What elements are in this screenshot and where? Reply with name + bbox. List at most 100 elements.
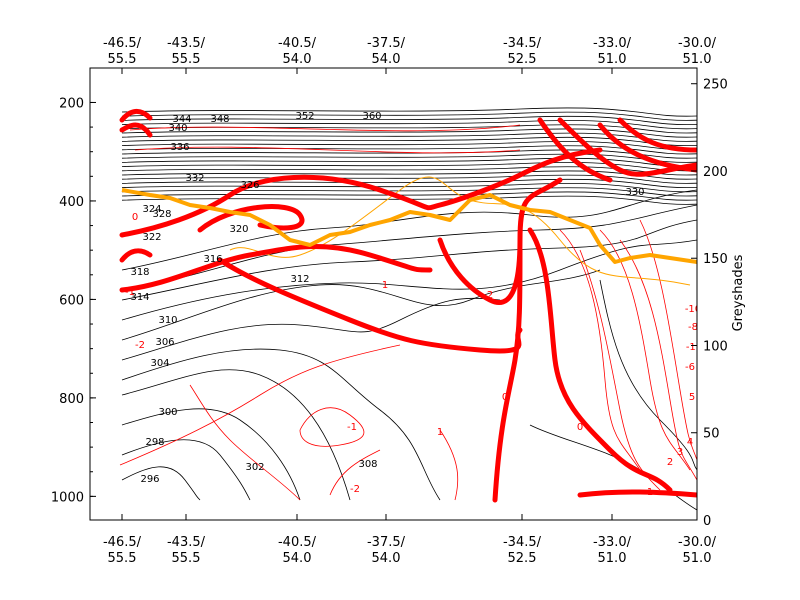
theta-contour-label: 296 bbox=[140, 474, 159, 485]
thick-red-contours bbox=[119, 109, 697, 503]
thick-red-contour-label: -1 bbox=[125, 287, 135, 298]
theta-line bbox=[121, 145, 697, 155]
x-bottom-tick-label-lon: -43.5/ bbox=[167, 535, 206, 550]
theta-line bbox=[121, 204, 697, 291]
y-right-tick-label: 50 bbox=[703, 427, 720, 442]
thick-red-contour-label: 1 bbox=[382, 280, 388, 291]
theta-line bbox=[121, 115, 697, 125]
thick-red-line bbox=[119, 248, 153, 263]
x-top-tick-label-lon: -40.5/ bbox=[278, 36, 317, 51]
theta-contour-label: 302 bbox=[245, 462, 264, 473]
thick-red-line bbox=[119, 109, 153, 123]
theta-contour-label: 320 bbox=[229, 224, 248, 235]
theta-contour-label: 340 bbox=[168, 123, 187, 134]
x-bottom-tick-label-lat: 55.5 bbox=[172, 551, 201, 566]
thin-red-contour-label: -8 bbox=[688, 322, 698, 333]
x-top-tick-label-lon: -46.5/ bbox=[103, 36, 142, 51]
x-bottom-tick-label-lon: -37.5/ bbox=[367, 535, 406, 550]
x-top-tick-label-lat: 51.0 bbox=[683, 52, 712, 67]
theta-contour-label: 332 bbox=[185, 173, 204, 184]
thin-red-contour-label: 2 bbox=[667, 457, 673, 468]
theta-contours bbox=[121, 107, 697, 511]
thin-red-line bbox=[134, 146, 521, 154]
thick-red-line bbox=[597, 122, 697, 173]
x-bottom-tick-label-lat: 55.5 bbox=[108, 551, 137, 566]
thin-red-line bbox=[329, 449, 381, 496]
theta-line bbox=[121, 174, 697, 184]
right-axis-label: Greyshades bbox=[731, 254, 746, 331]
y-right-tick-label: 200 bbox=[703, 165, 728, 180]
thick-red-contour-label: 0 bbox=[502, 392, 508, 403]
theta-contour-label: 306 bbox=[155, 337, 174, 348]
thick-red-line bbox=[119, 122, 153, 138]
plot-frame bbox=[89, 67, 698, 521]
x-top-tick-label-lat: 54.0 bbox=[372, 52, 401, 67]
x-top-tick-label-lat: 52.5 bbox=[508, 52, 537, 67]
theta-line bbox=[121, 120, 697, 130]
plot-area: 2962983003023043063083103123143163183203… bbox=[119, 107, 702, 511]
theta-line bbox=[121, 111, 697, 121]
thick-orange-line bbox=[121, 188, 697, 264]
thin-red-line bbox=[559, 229, 641, 471]
theta-line bbox=[121, 269, 601, 341]
theta-line bbox=[121, 178, 697, 188]
theta-contour-label: 314 bbox=[130, 292, 149, 303]
theta-contour-label: 344 bbox=[172, 114, 191, 125]
thick-red-line bbox=[557, 117, 697, 177]
theta-contour-label: 310 bbox=[158, 315, 177, 326]
thin-orange-contour bbox=[229, 176, 691, 286]
x-top-tick-label-lon: -30.0/ bbox=[678, 36, 717, 51]
x-top-tick-label-lat: 55.5 bbox=[108, 52, 137, 67]
theta-contour-label: 318 bbox=[130, 267, 149, 278]
theta-line bbox=[121, 408, 301, 501]
theta-contour-label: 324 bbox=[142, 204, 161, 215]
thick-orange-line bbox=[121, 188, 697, 264]
thin-red-line bbox=[129, 124, 521, 132]
x-bottom-tick-label-lon: -30.0/ bbox=[678, 535, 717, 550]
theta-contour-label: 308 bbox=[358, 459, 377, 470]
thick-red-contour-label: 1 bbox=[647, 487, 653, 498]
x-bottom-tick-label-lon: -33.0/ bbox=[593, 535, 632, 550]
theta-contour-label: 348 bbox=[210, 114, 229, 125]
thick-red-line bbox=[492, 247, 523, 503]
axes: -46.5/55.5-46.5/55.5-43.5/55.5-43.5/55.5… bbox=[51, 36, 728, 566]
theta-contour-label: 328 bbox=[152, 209, 171, 220]
thin-red-line bbox=[189, 384, 301, 501]
x-top-tick-label-lat: 54.0 bbox=[283, 52, 312, 67]
theta-line bbox=[121, 107, 697, 117]
thin-red-contour-label: -12 bbox=[686, 342, 702, 353]
theta-contour-label: 360 bbox=[362, 111, 381, 122]
thin-red-contour-label: 1 bbox=[437, 427, 443, 438]
x-bottom-tick-label-lon: -46.5/ bbox=[103, 535, 142, 550]
x-bottom-tick-label-lat: 54.0 bbox=[372, 551, 401, 566]
theta-contour-label: 336 bbox=[170, 142, 189, 153]
thin-red-contour-label: -10 bbox=[685, 304, 701, 315]
x-top-tick-label-lat: 55.5 bbox=[172, 52, 201, 67]
theta-line bbox=[121, 157, 697, 167]
thin-red-line bbox=[439, 429, 459, 501]
x-bottom-tick-label-lat: 52.5 bbox=[508, 551, 537, 566]
theta-contour-label: 304 bbox=[150, 358, 169, 369]
y-right-tick-label: 150 bbox=[703, 252, 728, 267]
thick-red-line bbox=[119, 243, 433, 293]
theta-line bbox=[121, 162, 697, 172]
thick-red-line bbox=[537, 117, 613, 183]
theta-contour-label: 330 bbox=[625, 187, 644, 198]
theta-contour-label: 312 bbox=[290, 274, 309, 285]
theta-contour-label: 322 bbox=[142, 232, 161, 243]
theta-line bbox=[121, 369, 351, 501]
x-bottom-tick-label-lon: -40.5/ bbox=[278, 535, 317, 550]
thin-red-line bbox=[619, 239, 697, 481]
y-left-tick-label: 200 bbox=[59, 96, 84, 111]
y-left-tick-label: 600 bbox=[59, 293, 84, 308]
x-bottom-tick-label-lat: 54.0 bbox=[283, 551, 312, 566]
theta-line bbox=[121, 141, 697, 151]
contour-labels: 2962983003023043063083103123143163183203… bbox=[125, 111, 702, 498]
x-top-tick-label-lon: -37.5/ bbox=[367, 36, 406, 51]
thin-red-contour-label: -2 bbox=[350, 484, 360, 495]
y-left-tick-label: 800 bbox=[59, 392, 84, 407]
thick-red-contour-label: 0 bbox=[132, 212, 138, 223]
theta-contour-label: 300 bbox=[158, 407, 177, 418]
thin-red-contour-label: 5 bbox=[689, 392, 695, 403]
